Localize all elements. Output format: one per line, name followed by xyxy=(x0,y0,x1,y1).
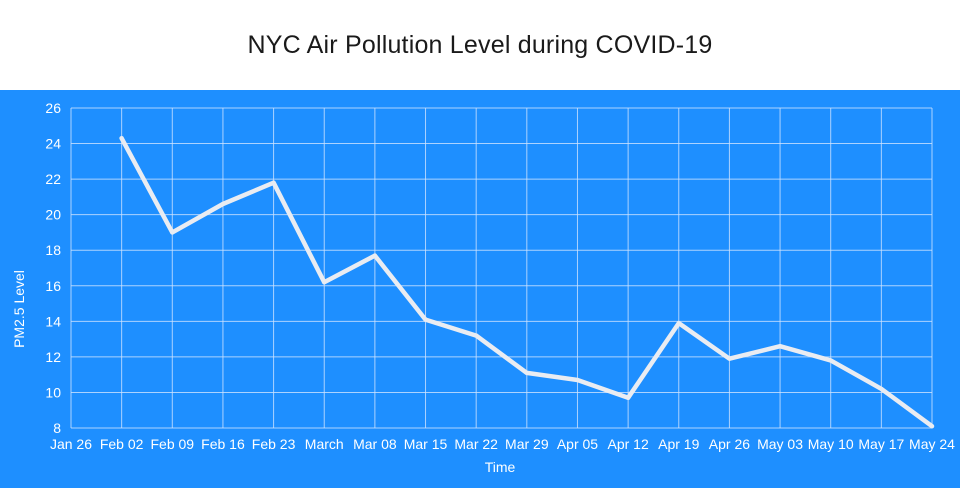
data-point xyxy=(220,202,225,206)
data-point xyxy=(626,395,631,400)
x-tick-label: Mar 22 xyxy=(454,436,498,452)
grid xyxy=(70,107,933,429)
y-tick-label: 14 xyxy=(45,313,61,329)
x-tick-label: Mar 08 xyxy=(353,436,397,452)
data-point xyxy=(727,356,732,361)
line-chart: 8 10 12 14 16 18 20 22 24 26 Jan 26 Feb 02 Feb 09 Fe… xyxy=(11,100,955,475)
x-tick-label: Feb 23 xyxy=(252,436,296,452)
x-tick-label: May 10 xyxy=(808,436,854,452)
y-tick-label: 26 xyxy=(45,100,61,116)
data-point xyxy=(879,386,884,391)
x-tick-label: May 24 xyxy=(909,436,955,452)
chart-title: NYC Air Pollution Level during COVID-19 xyxy=(247,30,713,59)
x-tick-label: Feb 09 xyxy=(150,436,194,452)
data-point xyxy=(170,230,175,235)
chart-area: 8 10 12 14 16 18 20 22 24 26 Jan 26 Feb 02 Feb 09 Fe… xyxy=(0,90,960,488)
data-point xyxy=(423,317,428,322)
y-tick-label: 12 xyxy=(45,349,61,365)
data-point xyxy=(271,180,276,185)
chart-title-bar: NYC Air Pollution Level during COVID-19 xyxy=(0,0,960,90)
data-point xyxy=(474,333,479,338)
data-point xyxy=(676,321,681,326)
x-tick-label: May 03 xyxy=(757,436,803,452)
data-point xyxy=(524,370,529,375)
data-point xyxy=(778,344,783,349)
data-point xyxy=(828,358,833,363)
series xyxy=(119,135,935,429)
x-tick-label: Jan 26 xyxy=(50,436,92,452)
y-tick-label: 24 xyxy=(45,136,61,152)
x-tick-label: Feb 16 xyxy=(201,436,245,452)
y-tick-label: 18 xyxy=(45,242,61,258)
x-tick-label: Mar 29 xyxy=(505,436,549,452)
x-tick-label: Mar 15 xyxy=(404,436,448,452)
x-axis-ticks: Jan 26 Feb 02 Feb 09 Feb 16 Feb 23 March Mar 0… xyxy=(50,436,955,452)
x-tick-label: Feb 02 xyxy=(100,436,144,452)
data-point xyxy=(575,378,580,382)
data-point xyxy=(372,253,377,258)
x-tick-label: Apr 26 xyxy=(709,436,750,452)
y-tick-label: 16 xyxy=(45,278,61,294)
y-axis-title: PM2.5 Level xyxy=(11,270,27,348)
data-point xyxy=(119,136,124,141)
x-tick-label: Apr 12 xyxy=(607,436,648,452)
y-tick-label: 20 xyxy=(45,207,61,223)
x-tick-label: March xyxy=(305,436,344,452)
y-tick-label: 10 xyxy=(45,384,61,400)
data-point xyxy=(322,280,327,285)
y-tick-label: 22 xyxy=(45,171,61,187)
x-tick-label: Apr 05 xyxy=(557,436,598,452)
y-tick-label: 8 xyxy=(53,420,61,436)
x-tick-label: May 17 xyxy=(858,436,904,452)
x-tick-label: Apr 19 xyxy=(658,436,699,452)
data-point xyxy=(930,424,934,429)
y-axis-ticks: 8 10 12 14 16 18 20 22 24 26 xyxy=(45,100,61,436)
x-axis-title: Time xyxy=(485,459,516,475)
